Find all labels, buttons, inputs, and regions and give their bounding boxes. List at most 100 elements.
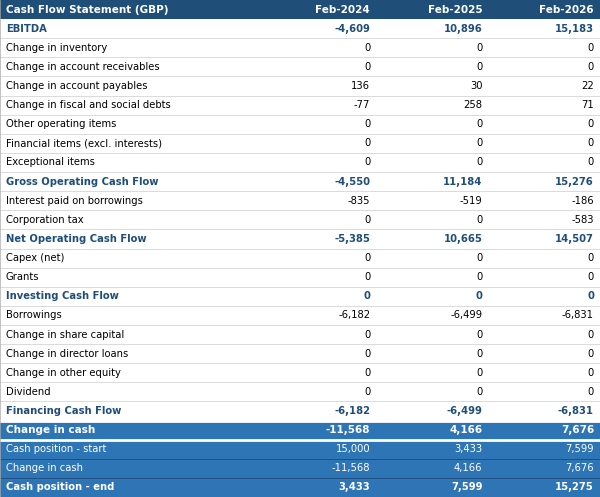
Bar [376, 38, 488, 57]
Bar [0, 19, 264, 38]
Text: Change in account payables: Change in account payables [6, 81, 148, 91]
Text: 0: 0 [588, 253, 594, 263]
Text: -583: -583 [571, 215, 594, 225]
Text: -6,499: -6,499 [446, 406, 482, 416]
Bar [264, 382, 376, 402]
Bar [488, 287, 600, 306]
Text: 3,433: 3,433 [454, 444, 482, 454]
Text: -11,568: -11,568 [326, 425, 370, 435]
Text: Borrowings: Borrowings [6, 311, 62, 321]
Text: Net Operating Cash Flow: Net Operating Cash Flow [6, 234, 146, 244]
Bar [0, 420, 264, 440]
Bar [488, 306, 600, 325]
Bar [488, 19, 600, 38]
Bar [0, 95, 264, 115]
Text: -4,550: -4,550 [334, 176, 370, 186]
Bar [264, 440, 376, 459]
Text: 71: 71 [581, 100, 594, 110]
Bar [0, 459, 264, 478]
Text: Capex (net): Capex (net) [6, 253, 64, 263]
Bar [0, 115, 264, 134]
Bar [264, 191, 376, 210]
Text: Feb-2026: Feb-2026 [539, 4, 594, 14]
Bar [0, 172, 264, 191]
Text: 0: 0 [364, 138, 370, 149]
Bar [264, 478, 376, 497]
Bar [376, 77, 488, 95]
Bar [488, 344, 600, 363]
Bar [488, 478, 600, 497]
Bar [488, 267, 600, 287]
Bar [376, 191, 488, 210]
Text: 0: 0 [364, 253, 370, 263]
Text: 0: 0 [364, 43, 370, 53]
Bar [488, 95, 600, 115]
Bar [488, 440, 600, 459]
Text: Change in fiscal and social debts: Change in fiscal and social debts [6, 100, 171, 110]
Bar [0, 248, 264, 267]
Bar [0, 153, 264, 172]
Bar [264, 267, 376, 287]
Bar [0, 38, 264, 57]
Text: -6,831: -6,831 [558, 406, 594, 416]
Text: 0: 0 [476, 272, 482, 282]
Bar [376, 0, 488, 19]
Bar [264, 306, 376, 325]
Bar [264, 363, 376, 382]
Bar [488, 402, 600, 420]
Bar [488, 325, 600, 344]
Text: 14,507: 14,507 [555, 234, 594, 244]
Text: -6,182: -6,182 [334, 406, 370, 416]
Text: Cash position - end: Cash position - end [6, 483, 115, 493]
Bar [264, 38, 376, 57]
Text: 10,665: 10,665 [443, 234, 482, 244]
Bar [488, 77, 600, 95]
Text: Gross Operating Cash Flow: Gross Operating Cash Flow [6, 176, 158, 186]
Text: 3,433: 3,433 [338, 483, 370, 493]
Text: 4,166: 4,166 [449, 425, 482, 435]
Bar [488, 0, 600, 19]
Text: -5,385: -5,385 [334, 234, 370, 244]
Text: Interest paid on borrowings: Interest paid on borrowings [6, 196, 143, 206]
Text: 0: 0 [364, 272, 370, 282]
Text: 0: 0 [588, 119, 594, 129]
Text: 4,166: 4,166 [454, 463, 482, 473]
Bar [376, 420, 488, 440]
Bar [488, 191, 600, 210]
Bar [264, 248, 376, 267]
Bar [0, 478, 264, 497]
Text: 15,276: 15,276 [555, 176, 594, 186]
Bar [0, 287, 264, 306]
Bar [376, 57, 488, 77]
Bar [376, 287, 488, 306]
Text: -519: -519 [460, 196, 482, 206]
Bar [488, 382, 600, 402]
Text: Investing Cash Flow: Investing Cash Flow [6, 291, 119, 301]
Bar [264, 210, 376, 230]
Text: Corporation tax: Corporation tax [6, 215, 83, 225]
Text: 0: 0 [588, 368, 594, 378]
Text: 0: 0 [364, 387, 370, 397]
Bar [488, 230, 600, 248]
Text: 15,183: 15,183 [555, 24, 594, 34]
Bar [0, 77, 264, 95]
Bar [0, 134, 264, 153]
Bar [376, 402, 488, 420]
Bar [264, 287, 376, 306]
Bar [488, 248, 600, 267]
Bar [264, 420, 376, 440]
Text: Cash Flow Statement (GBP): Cash Flow Statement (GBP) [6, 4, 169, 14]
Text: 7,676: 7,676 [561, 425, 594, 435]
Bar [264, 344, 376, 363]
Bar [0, 440, 264, 459]
Text: 30: 30 [470, 81, 482, 91]
Text: 0: 0 [476, 291, 482, 301]
Bar [488, 172, 600, 191]
Text: 0: 0 [588, 138, 594, 149]
Bar [0, 0, 264, 19]
Text: 0: 0 [476, 62, 482, 72]
Text: 22: 22 [581, 81, 594, 91]
Bar [376, 134, 488, 153]
Text: -4,609: -4,609 [334, 24, 370, 34]
Text: 258: 258 [463, 100, 482, 110]
